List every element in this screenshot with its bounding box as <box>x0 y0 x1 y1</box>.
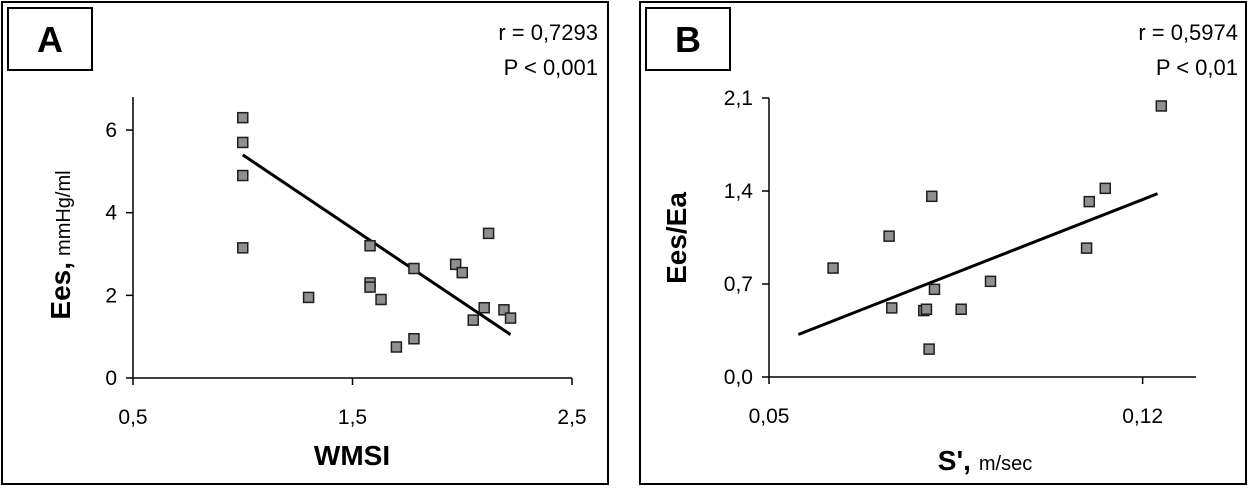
panel-a-y-title: Ees, mmHg/ml <box>45 170 76 319</box>
panel-a-data-point <box>237 169 249 182</box>
panel-a-data-point <box>302 291 315 304</box>
panel-a-fit <box>241 153 512 336</box>
panel-b-x-title-unit: m/sec <box>979 453 1032 475</box>
panel-a-tick-labels: 0 2 4 6 0,5 1,5 2,5 <box>105 119 586 429</box>
panel-b-tick-labels: 0,0 0,7 1,4 2,1 0,05 0,12 <box>724 87 1163 428</box>
panel-b-x-title-main: S', <box>938 445 971 476</box>
panel-a-data-point <box>237 136 249 149</box>
panel-a-data-point <box>408 262 420 275</box>
panel-b-data-point <box>886 302 898 314</box>
panel-a-xtick-label: 1,5 <box>338 406 367 429</box>
panel-b-label: B <box>675 19 701 60</box>
panel-b-data-point <box>827 262 839 274</box>
panel-b-xtick-label: 0,12 <box>1122 405 1163 428</box>
panel-a-ytick-label: 6 <box>105 119 117 142</box>
panel-a-frame <box>1 1 609 485</box>
panel-b-ytick-label: 1,4 <box>724 180 754 203</box>
panel-b-data-point <box>920 303 933 315</box>
panel-b-data-point <box>955 303 967 315</box>
panel-b-data-point <box>1099 182 1112 195</box>
panel-b-data-point <box>928 283 941 296</box>
panel-b-label-box <box>645 7 731 71</box>
panel-b-ytick-label: 0,0 <box>724 366 753 389</box>
panel-b-data-point <box>1155 100 1168 112</box>
panel-a: A r = 0,7293 P < 0,001 0 2 4 6 0,5 1,5 2,5 Ees… <box>1 1 609 485</box>
panel-a-y-title-unit: mmHg/ml <box>53 170 75 256</box>
panel-a-data-point <box>449 258 462 271</box>
panel-b-stat-p: P < 0,01 <box>1156 55 1238 80</box>
panel-b-ytick-label: 2,1 <box>724 87 753 110</box>
panel-b-xtick-label: 0,05 <box>749 405 790 428</box>
panel-a-data-point <box>482 227 495 240</box>
panel-a-data-point <box>467 314 479 326</box>
panel-b-regression-line <box>797 192 1159 336</box>
panel-a-data-point <box>498 304 510 316</box>
panel-a-label: A <box>37 19 63 60</box>
panel-a-x-title: WMSI <box>314 440 390 471</box>
panel-a-data-point <box>364 240 376 252</box>
panel-a-points <box>237 111 517 353</box>
panel-a-ticks <box>126 129 573 385</box>
panel-a-y-title-main: Ees, <box>45 262 76 320</box>
panel-a-label-box <box>7 7 93 71</box>
panel-b-ticks <box>762 97 1144 384</box>
panel-b: B r = 0,5974 P < 0,01 0,00,71,42,10,05 0,… <box>639 1 1247 485</box>
panel-b-data-point <box>1080 242 1093 254</box>
panel-a-data-point <box>375 293 387 306</box>
panel-b-y-title-main: Ees/Ea <box>661 192 692 284</box>
panel-b-ytick-label: 0,7 <box>724 273 753 296</box>
panel-b-data-point <box>984 275 997 288</box>
panel-a-data-point <box>504 312 517 324</box>
panel-a-stat-r: r = 0,7293 <box>498 20 598 45</box>
panel-a-ytick-label: 4 <box>105 202 117 225</box>
panel-a-data-point <box>364 281 376 293</box>
panel-b-fit <box>797 192 1159 336</box>
panel-b-points <box>827 100 1168 355</box>
panel-b-y-title: Ees/Ea <box>661 192 692 284</box>
panel-a-xtick-label: 2,5 <box>557 406 586 429</box>
panel-a-data-point <box>237 111 249 124</box>
panel-a-data-point <box>237 242 249 254</box>
panel-a-data-point <box>390 341 403 353</box>
panel-a-stat-p: P < 0,001 <box>504 55 598 80</box>
panel-b-x-title: S', m/sec <box>938 445 1032 476</box>
panel-b-data-point <box>1083 195 1095 208</box>
panel-a-data-point <box>478 302 490 314</box>
panel-b-frame <box>639 1 1247 485</box>
panel-b-data-point <box>926 190 938 203</box>
panel-a-x-title-main: WMSI <box>314 440 390 471</box>
panel-a-regression-line <box>241 153 512 336</box>
panel-a-ytick-label: 0 <box>105 367 117 390</box>
panel-b-data-point <box>883 230 895 242</box>
panel-a-data-point <box>408 332 420 345</box>
panel-b-data-point <box>923 343 935 355</box>
panel-b-stat-r: r = 0,5974 <box>1138 20 1238 45</box>
panel-a-xtick-label: 0,5 <box>118 406 147 429</box>
panel-a-ytick-label: 2 <box>105 284 117 307</box>
panel-a-data-point <box>456 266 468 279</box>
